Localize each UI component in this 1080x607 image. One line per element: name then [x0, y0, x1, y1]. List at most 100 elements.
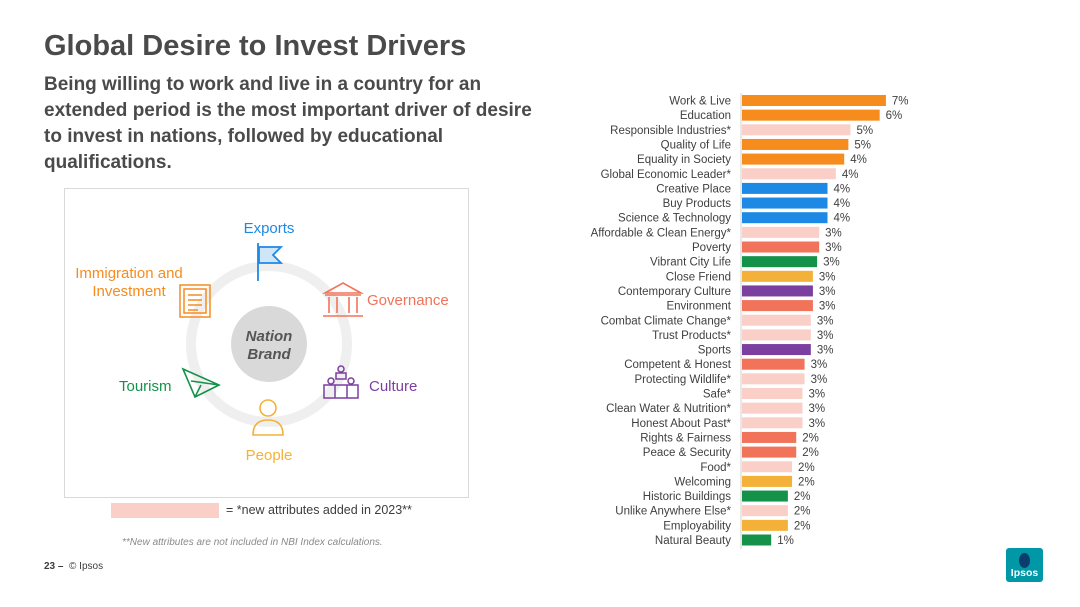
page-number: 23	[44, 561, 56, 572]
bar	[742, 373, 805, 385]
bar	[742, 505, 788, 517]
bar	[742, 534, 772, 546]
bar	[742, 212, 828, 224]
exports-label: Exports	[244, 220, 295, 237]
category-label: Poverty	[692, 242, 731, 254]
value-label: 5%	[856, 125, 873, 137]
value-label: 4%	[834, 198, 851, 210]
center-line-1: Nation	[246, 328, 293, 345]
person-icon	[252, 399, 284, 436]
ipsos-logo-text: Ipsos	[1010, 567, 1039, 579]
footnote: **New attributes are not included in NBI…	[122, 537, 383, 548]
value-label: 2%	[794, 520, 811, 532]
category-label: Rights & Fairness	[640, 432, 731, 444]
category-label: Equality in Society	[637, 154, 731, 166]
governance-label: Governance	[367, 292, 449, 309]
center-line-2: Brand	[247, 346, 291, 363]
category-label: Work & Live	[669, 96, 731, 108]
bar	[742, 329, 811, 341]
category-label: Combat Climate Change*	[601, 315, 732, 327]
footer-dash: –	[57, 561, 64, 572]
bar	[742, 182, 828, 194]
value-label: 3%	[819, 301, 836, 313]
value-label: 3%	[825, 242, 842, 254]
category-label: Natural Beauty	[655, 535, 731, 547]
category-label: Affordable & Clean Energy*	[591, 227, 732, 239]
bar	[742, 138, 849, 150]
value-label: 3%	[808, 403, 825, 415]
value-label: 3%	[817, 330, 834, 342]
nation-brand-ring: Nation Brand Exports Governance Culture	[75, 220, 449, 464]
bar	[742, 475, 793, 487]
category-label: Competent & Honest	[624, 359, 732, 371]
bar	[742, 300, 813, 312]
category-label: Close Friend	[666, 271, 731, 283]
bar	[742, 256, 818, 268]
value-label: 4%	[834, 213, 851, 225]
new-attributes-legend: = *new attributes added in 2023**	[226, 503, 412, 517]
category-label: Employability	[663, 520, 731, 532]
bar	[742, 270, 813, 282]
document-icon	[179, 284, 211, 318]
category-label: Environment	[666, 301, 731, 313]
category-label: Sports	[698, 345, 731, 357]
bar	[742, 109, 880, 121]
category-label: Protecting Wildlife*	[634, 374, 731, 386]
bar	[742, 153, 845, 165]
footer: 23 – © Ipsos	[44, 561, 103, 572]
value-label: 7%	[892, 96, 909, 108]
bar	[742, 417, 803, 429]
nation-brand-diagram: Nation Brand Exports Governance Culture	[64, 188, 469, 498]
category-label: Global Economic Leader*	[601, 169, 732, 181]
value-label: 3%	[819, 271, 836, 283]
value-label: 6%	[886, 110, 903, 122]
bar	[742, 446, 797, 458]
bar	[742, 344, 811, 356]
bar	[742, 358, 805, 370]
value-label: 2%	[798, 462, 815, 474]
category-label: Creative Place	[656, 183, 731, 195]
category-label: Historic Buildings	[643, 491, 731, 503]
value-label: 2%	[794, 491, 811, 503]
value-label: 2%	[794, 506, 811, 518]
category-label: Responsible Industries*	[610, 125, 731, 137]
category-label: Honest About Past*	[631, 418, 731, 430]
category-label: Safe*	[703, 389, 732, 401]
value-label: 3%	[811, 359, 828, 371]
category-label: Contemporary Culture	[618, 286, 731, 298]
category-label: Trust Products*	[652, 330, 731, 342]
value-label: 3%	[808, 389, 825, 401]
bar	[742, 168, 836, 180]
bar	[742, 124, 851, 136]
category-label: Peace & Security	[643, 447, 731, 459]
people-label: People	[246, 447, 293, 464]
bar	[742, 461, 793, 473]
category-label: Quality of Life	[661, 139, 731, 151]
value-label: 4%	[842, 169, 859, 181]
value-label: 3%	[817, 315, 834, 327]
bar	[742, 226, 820, 238]
value-label: 3%	[808, 418, 825, 430]
value-label: 5%	[854, 139, 871, 151]
value-label: 3%	[819, 286, 836, 298]
bar-chart: Work & Live 7% Education 6% Responsible Indu…	[591, 93, 909, 550]
category-label: Science & Technology	[618, 213, 731, 225]
value-label: 4%	[850, 154, 867, 166]
bar	[742, 431, 797, 443]
value-label: 2%	[798, 476, 815, 488]
new-attributes-swatch	[111, 503, 219, 518]
page-title: Global Desire to Invest Drivers	[44, 30, 467, 62]
bar	[742, 519, 788, 531]
category-label: Vibrant City Life	[650, 257, 731, 269]
flag-icon	[257, 243, 284, 281]
page-subtitle: Being willing to work and live in a coun…	[44, 74, 532, 173]
category-label: Clean Water & Nutrition*	[606, 403, 731, 415]
category-label: Welcoming	[674, 476, 731, 488]
category-label: Food*	[700, 462, 731, 474]
immigration-label-line1: Immigration and	[75, 265, 183, 282]
category-label: Education	[680, 110, 731, 122]
bar	[742, 402, 803, 414]
value-label: 3%	[823, 257, 840, 269]
value-label: 3%	[817, 345, 834, 357]
immigration-label-line2: Investment	[92, 283, 166, 300]
